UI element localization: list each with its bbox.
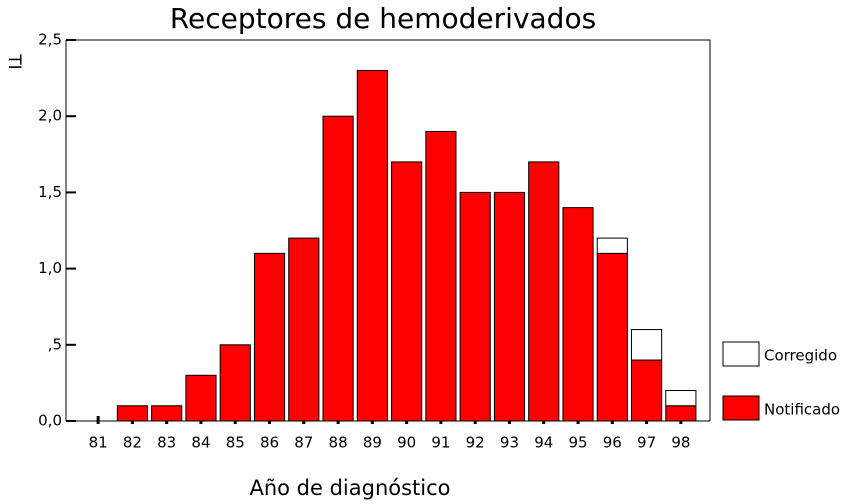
bar: [322, 115, 354, 422]
y-tick-label: 1,0: [38, 259, 62, 277]
bar: [596, 237, 628, 254]
bar: [151, 405, 183, 422]
x-tick-label: 92: [466, 434, 485, 452]
bar: [596, 252, 628, 422]
legend-swatch: [722, 341, 760, 367]
x-tick-label: 93: [500, 434, 519, 452]
x-tick-label: 89: [363, 434, 382, 452]
y-tick-label: 2,0: [38, 107, 62, 125]
x-tick-label: 82: [123, 434, 142, 452]
x-tick-label: 81: [89, 434, 108, 452]
bar: [425, 130, 457, 422]
bar: [253, 252, 286, 422]
x-tick-label: 83: [157, 434, 176, 452]
bar: [391, 161, 423, 422]
bar: [665, 390, 697, 407]
bar: [665, 405, 697, 422]
legend-label: Notificado: [764, 401, 840, 419]
x-tick-label: 95: [568, 434, 587, 452]
y-tick-label: 2,5: [38, 31, 62, 49]
x-tick-label: 98: [671, 434, 690, 452]
bar: [493, 191, 526, 422]
bar: [631, 329, 663, 361]
y-tick-label: 1,5: [38, 183, 62, 201]
bar: [219, 344, 251, 422]
chart-title: Receptores de hemoderivados: [170, 2, 596, 35]
bar: [459, 191, 491, 422]
plot-frame: [66, 39, 711, 421]
bar: [356, 69, 388, 422]
x-tick-label: 96: [603, 434, 622, 452]
x-axis-label: Año de diagnóstico: [249, 476, 450, 500]
bar: [185, 374, 217, 422]
x-tick-label: 86: [260, 434, 279, 452]
bar: [528, 161, 560, 422]
bar: [288, 237, 320, 422]
x-tick-label: 94: [534, 434, 553, 452]
legend-label: Corregido: [764, 347, 837, 365]
bar: [116, 405, 148, 422]
x-tick-label: 90: [397, 434, 416, 452]
bar: [562, 207, 594, 422]
legend-swatch: [722, 395, 760, 421]
x-tick-label: 85: [226, 434, 245, 452]
y-tick-label: ,5: [48, 335, 62, 353]
y-axis-label: TI: [4, 53, 24, 69]
x-tick-label: 88: [329, 434, 348, 452]
x-tick-label: 84: [191, 434, 210, 452]
x-tick-label: 91: [431, 434, 450, 452]
bar: [631, 359, 663, 422]
y-tick-label: 0,0: [38, 412, 62, 430]
x-tick-label: 97: [637, 434, 656, 452]
x-tick-label: 87: [294, 434, 313, 452]
